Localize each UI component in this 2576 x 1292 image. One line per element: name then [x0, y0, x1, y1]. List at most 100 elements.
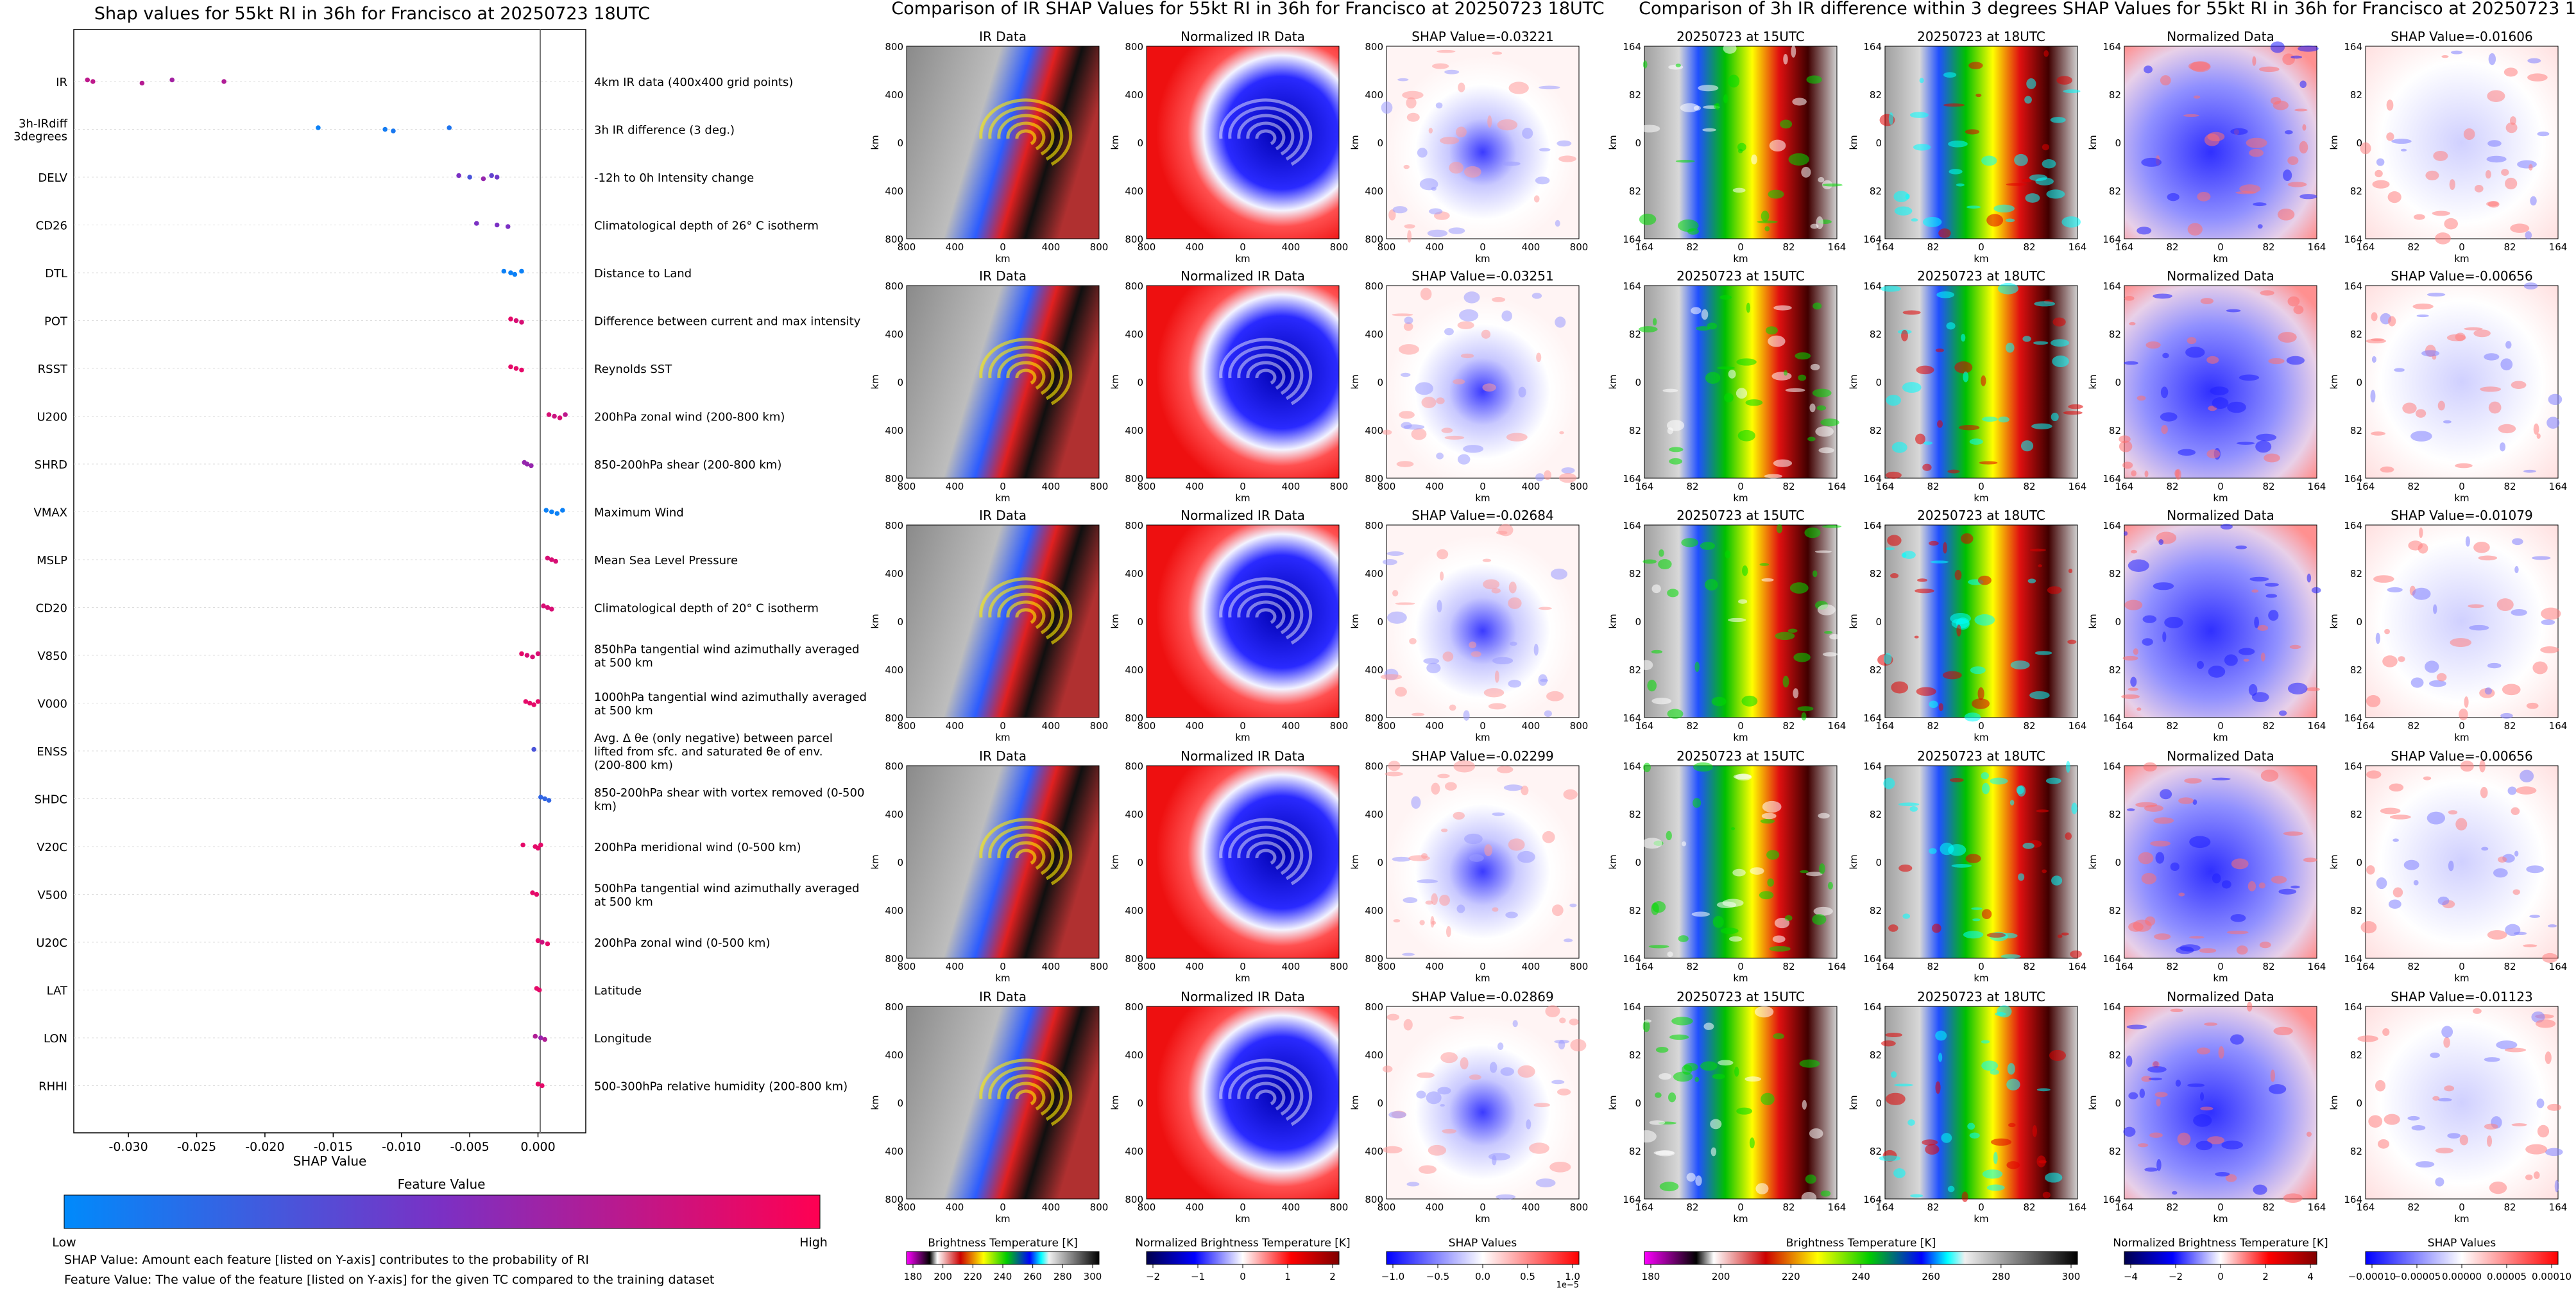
y-tick-label: 0	[2356, 1098, 2362, 1109]
field-blob	[2493, 868, 2508, 878]
x-tick-label: -0.030	[108, 1140, 148, 1154]
y-tick-label: 400	[1365, 185, 1383, 197]
field-blob	[1549, 1161, 1571, 1173]
field-blob	[1746, 302, 1751, 313]
field-blob	[1675, 159, 1695, 163]
cloud-band	[1237, 114, 1295, 156]
field-blob	[1736, 388, 1748, 399]
y-axis-unit: km	[2328, 854, 2340, 869]
colorbar-tick-label: 0.5	[1520, 1271, 1535, 1282]
field-blob	[2449, 179, 2455, 190]
panel-image	[2365, 285, 2559, 479]
x-axis-unit: km	[1475, 492, 1490, 504]
field-blob	[2196, 1047, 2210, 1055]
field-blob	[2162, 352, 2169, 359]
cloud-band	[1255, 608, 1277, 624]
field-blob	[2511, 608, 2527, 616]
field-blob	[1784, 370, 1788, 376]
y-axis-unit: km	[1607, 135, 1619, 150]
field-blob	[2415, 409, 2427, 418]
x-tick-label: 0	[1737, 481, 1744, 492]
field-blob	[1975, 93, 1982, 98]
field-blob	[2143, 762, 2157, 772]
field-blob	[1961, 1191, 1968, 1202]
y-tick-label: 164	[2103, 41, 2121, 53]
note-shap: SHAP Value: Amount each feature [listed …	[64, 1253, 589, 1267]
field-blob	[1820, 1190, 1831, 1197]
field-blob	[1639, 326, 1658, 332]
beeswarm-x-ticks: -0.030 -0.025 -0.020 -0.015 -0.010 -0.005 0.00…	[108, 1133, 556, 1154]
y-tick-label: 800	[885, 280, 903, 292]
field-blob	[1812, 914, 1827, 926]
field-blob	[1555, 316, 1566, 328]
field-blob	[1725, 550, 1731, 558]
feature-description: (200-800 km)	[594, 759, 673, 772]
y-tick-label: 82	[2350, 905, 2362, 917]
field-blob	[1558, 1040, 1565, 1050]
field-blob	[2523, 944, 2538, 947]
field-blob	[1642, 838, 1662, 849]
field-blob	[2196, 660, 2205, 669]
y-tick-label: 164	[2344, 234, 2362, 245]
cloud-band	[1015, 368, 1037, 385]
x-axis-unit: km	[995, 972, 1010, 984]
x-tick-label: 164	[2115, 961, 2134, 972]
x-tick-label: 82	[2503, 961, 2516, 972]
x-tick-label: 0	[1978, 961, 1984, 972]
x-tick-label: -0.025	[177, 1140, 216, 1154]
field-blob	[2277, 208, 2295, 221]
field-blob	[2029, 548, 2047, 552]
field-blob	[1569, 903, 1577, 908]
field-blob	[1411, 428, 1427, 440]
field-blob	[2299, 80, 2307, 89]
field-blob	[2204, 134, 2220, 146]
field-blob	[2486, 155, 2507, 163]
field-blob	[1508, 597, 1522, 609]
field-blob	[2126, 1024, 2147, 1029]
field-blob	[1659, 1073, 1672, 1080]
field-blob	[1936, 291, 1955, 298]
field-blob	[1439, 571, 1444, 581]
field-blob	[1542, 831, 1555, 843]
field-blob	[2128, 922, 2144, 932]
y-tick-label: 164	[1623, 41, 1641, 53]
y-tick-label: 164	[2344, 41, 2362, 53]
field-blob	[2124, 296, 2135, 301]
field-blob	[1642, 559, 1657, 564]
field-blob	[2473, 329, 2491, 338]
y-tick-label: 82	[2109, 568, 2121, 580]
field-blob	[1510, 641, 1517, 646]
field-blob	[2527, 73, 2548, 82]
colorbar-tick-label: 240	[1852, 1271, 1870, 1282]
field-blob	[2065, 832, 2072, 840]
feature-description: Avg. Δ θe (only negative) between parcel	[594, 732, 833, 745]
y-axis-unit: km	[2087, 374, 2099, 389]
field-blob	[1457, 454, 1471, 465]
field-blob	[2306, 1132, 2312, 1137]
field-blob	[2208, 666, 2226, 678]
cloud-band	[997, 833, 1055, 875]
field-blob	[1805, 872, 1823, 877]
field-blob	[1691, 911, 1710, 917]
field-blob	[1492, 51, 1503, 55]
feature-row: LAT Latitude	[47, 985, 642, 998]
panel-title: IR Data	[979, 29, 1027, 44]
field-blob	[2283, 831, 2303, 836]
x-tick-label: 82	[2166, 481, 2178, 492]
field-blob	[2235, 545, 2248, 549]
field-blob	[1774, 918, 1790, 929]
field-blob	[1636, 1130, 1657, 1143]
colorbar-label: Brightness Temperature [K]	[928, 1237, 1077, 1250]
field-blob	[2505, 924, 2521, 936]
cloud-band	[1228, 106, 1304, 161]
field-blob	[2128, 687, 2139, 691]
field-blob	[1382, 1065, 1393, 1072]
field-blob	[1436, 452, 1444, 460]
field-blob	[1728, 369, 1736, 379]
